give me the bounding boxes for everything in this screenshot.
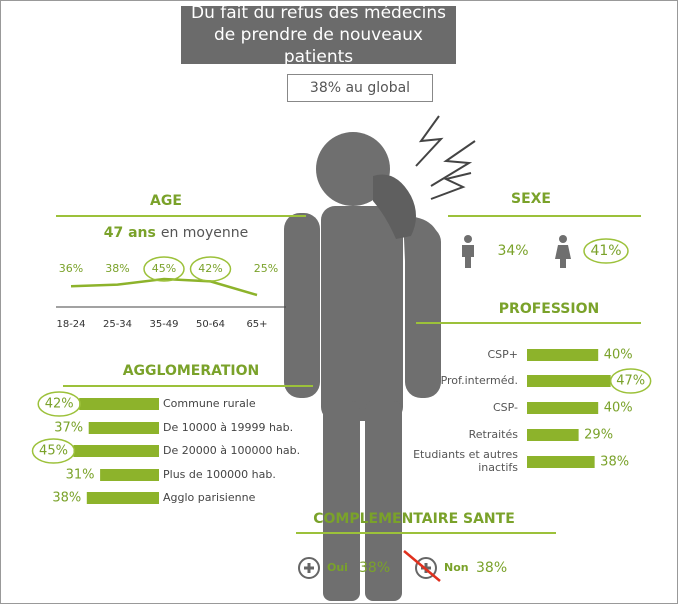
age-category: 25-34 [103, 319, 132, 330]
infographic: AGE 47 ans en moyenne 36% 18-24 38% 25-34 45% 35… [0, 0, 678, 604]
icon-body [462, 245, 474, 268]
age-category: 65+ [246, 319, 267, 330]
profession-label: CSP- [398, 401, 518, 414]
agglomeration-bar [87, 492, 159, 504]
sexe-value: 41% [590, 243, 621, 259]
female-icon [555, 235, 571, 268]
profession-label: Retraités [398, 428, 518, 441]
agglomeration-label: De 10000 à 19999 hab. [163, 421, 293, 434]
profession-label: CSP+ [398, 348, 518, 361]
agglomeration-value: 45% [39, 444, 68, 459]
age-mean: 47 ans en moyenne [104, 225, 249, 241]
complementaire-label: Oui [327, 561, 348, 574]
profession-value: 29% [584, 428, 613, 443]
complementaire-value: 38% [359, 560, 390, 576]
agglomeration-bar [74, 445, 160, 457]
agglomeration-label: Commune rurale [163, 397, 256, 410]
age-mean-value: 47 ans [104, 225, 156, 241]
age-category: 50-64 [196, 319, 225, 330]
lightning [416, 116, 475, 199]
age-category: 18-24 [56, 319, 85, 330]
agglomeration-bar [89, 422, 159, 434]
icon-head [464, 235, 472, 243]
complementaire-label: Non [444, 561, 469, 574]
sexe-value: 34% [497, 243, 528, 259]
age-value-label: 36% [59, 262, 83, 275]
profession-label: Etudiants et autres inactifs [398, 448, 518, 474]
age-value-label: 25% [254, 262, 278, 275]
profession-value: 40% [604, 401, 633, 416]
section-heading: AGE [150, 193, 182, 209]
section-heading: COMPLEMENTAIRE SANTE [313, 511, 515, 527]
section-heading: AGGLOMERATION [123, 363, 260, 379]
profession-bar [527, 349, 598, 361]
profession-value: 38% [600, 455, 629, 470]
agglomeration-bar [79, 398, 159, 410]
age-value-label: 42% [198, 262, 222, 275]
section-heading: PROFESSION [499, 301, 599, 317]
age-category: 35-49 [149, 319, 178, 330]
icon-body [555, 245, 571, 268]
profession-label: Prof.interméd. [398, 374, 518, 387]
global-value: 38% au global [287, 74, 433, 102]
icon-head [559, 235, 567, 243]
profession-bar [527, 375, 611, 387]
profession-value: 47% [616, 374, 645, 389]
title: Du fait du refus des médecins de prendre… [181, 6, 456, 64]
agglomeration-label: De 20000 à 100000 hab. [163, 444, 300, 457]
agglomeration-label: Plus de 100000 hab. [163, 468, 276, 481]
section-heading: SEXE [511, 191, 551, 207]
complementaire-value: 38% [476, 560, 507, 576]
plus-sign [304, 563, 314, 573]
agglomeration-value: 38% [52, 491, 81, 506]
profession-value: 40% [604, 348, 633, 363]
age-value-label: 45% [152, 262, 176, 275]
profession-bar [527, 429, 579, 441]
profession-bar [527, 402, 598, 414]
age-value-label: 38% [105, 262, 129, 275]
male-icon [462, 235, 474, 268]
agglomeration-value: 37% [54, 421, 83, 436]
agglomeration-bar [100, 469, 159, 481]
agglomeration-value: 42% [45, 397, 74, 412]
profession-bar [527, 456, 595, 468]
agglomeration-label: Agglo parisienne [163, 491, 256, 504]
age-mean-text: en moyenne [161, 225, 248, 241]
agglomeration-value: 31% [66, 468, 95, 483]
person-figure [284, 132, 441, 601]
